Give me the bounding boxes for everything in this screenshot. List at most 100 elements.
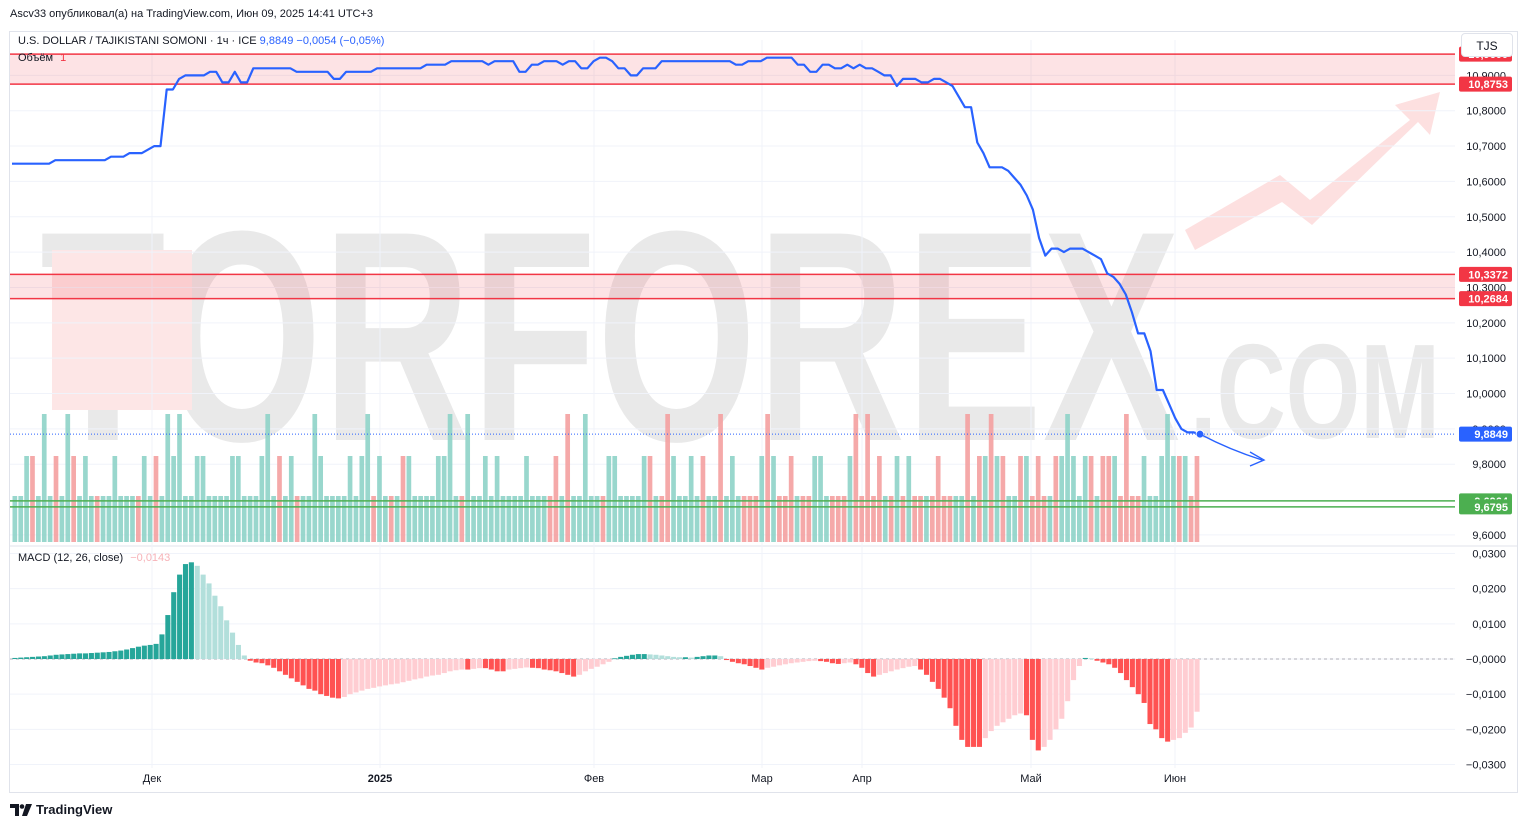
macd-bar <box>894 659 900 670</box>
macd-bar <box>171 592 177 659</box>
chart-frame[interactable] <box>9 31 1518 793</box>
macd-bar <box>1082 657 1088 659</box>
macd-bar <box>206 583 212 659</box>
macd-bar <box>277 659 283 672</box>
volume-bar <box>524 456 529 542</box>
volume-bar <box>1071 456 1076 542</box>
macd-bar <box>1159 659 1165 739</box>
volume-bar <box>247 496 253 542</box>
macd-bar <box>230 632 236 659</box>
symbol-legend[interactable]: U.S. DOLLAR / TAJIKISTANI SOMONI · 1ч · … <box>18 35 384 47</box>
macd-bar <box>641 654 647 659</box>
macd-bar <box>582 659 588 672</box>
volume-legend[interactable]: Объём 1 <box>18 52 66 64</box>
volume-bar <box>847 456 853 542</box>
volume-bar <box>794 496 800 542</box>
volume-bar <box>671 456 676 542</box>
volume-bar <box>630 496 635 542</box>
macd-bar <box>959 659 965 740</box>
macd-bar <box>312 659 318 691</box>
macd-bar <box>865 659 871 674</box>
volume-bars <box>12 414 1200 542</box>
volume-bar <box>300 496 306 542</box>
macd-bar <box>35 656 42 659</box>
volume-bar <box>400 456 406 542</box>
volume-bar <box>1135 496 1141 542</box>
last-price: 9,8849 <box>259 35 294 47</box>
volume-bar <box>394 496 400 542</box>
macd-bar <box>1129 659 1135 688</box>
macd-bar <box>912 659 918 667</box>
level-price-badge <box>1459 266 1512 282</box>
volume-bar <box>465 414 471 542</box>
macd-bar <box>247 659 253 661</box>
volume-bar <box>706 496 712 542</box>
macd-bar <box>835 659 841 664</box>
volume-bar <box>506 496 512 542</box>
time-tick-label: Июн <box>1164 773 1186 785</box>
macd-bar <box>818 659 824 662</box>
macd-bar <box>559 659 565 674</box>
volume-bar <box>1088 456 1094 542</box>
macd-legend[interactable]: MACD (12, 26, close) −0,0143 <box>18 552 170 564</box>
macd-bar <box>1188 659 1194 728</box>
macd-bar <box>1182 659 1188 733</box>
volume-bar <box>1047 496 1053 542</box>
macd-bar <box>506 659 512 670</box>
volume-bar <box>624 496 629 542</box>
volume-bar <box>218 496 224 542</box>
macd-bar <box>682 657 688 659</box>
volume-bar <box>371 496 376 542</box>
volume-bar <box>959 496 965 542</box>
macd-bar <box>700 656 706 659</box>
tradingview-logo[interactable]: TradingView <box>10 802 112 817</box>
volume-bar <box>18 496 24 542</box>
macd-bar <box>424 659 430 677</box>
macd-bar <box>265 659 271 666</box>
macd-bar <box>1194 659 1200 712</box>
macd-bar <box>635 654 641 659</box>
time-axis[interactable]: Дек 2025 Фев Мар Апр Май Июн <box>143 773 1186 785</box>
macd-bar <box>724 659 730 661</box>
macd-bar <box>394 659 400 684</box>
macd-bar <box>441 659 447 674</box>
currency-button[interactable]: TJS <box>1461 33 1513 57</box>
volume-bar <box>347 456 353 542</box>
macd-bar <box>988 659 994 732</box>
macd-bar <box>765 659 771 668</box>
macd-bar <box>706 655 712 659</box>
volume-bar <box>677 496 682 542</box>
macd-bar <box>859 659 865 668</box>
volume-bar <box>977 456 982 542</box>
macd-tick-label: −0,0100 <box>1466 689 1506 701</box>
volume-bar <box>1053 456 1059 542</box>
price-axis[interactable]: 10,900010,800010,700010,600010,500010,40… <box>1459 46 1512 772</box>
volume-bar <box>635 496 641 542</box>
macd-tick-label: −0,0200 <box>1466 724 1506 736</box>
macd-bar <box>788 659 794 664</box>
macd-tick-label: −0,0300 <box>1466 759 1506 771</box>
volume-bar <box>553 456 559 542</box>
volume-bar <box>835 496 841 542</box>
volume-bar <box>353 496 359 542</box>
price-tick-label: 9,6000 <box>1472 530 1506 542</box>
macd-bar <box>371 659 377 688</box>
volume-bar <box>547 496 553 542</box>
volume-bar <box>365 414 371 542</box>
volume-bar <box>165 414 171 542</box>
macd-bar <box>106 651 112 659</box>
macd-bar <box>512 659 518 669</box>
macd-bar <box>306 659 312 689</box>
volume-bar <box>771 456 776 542</box>
volume-bar <box>618 496 623 542</box>
volume-bar <box>83 456 88 542</box>
macd-bar <box>771 659 777 667</box>
volume-bar <box>541 496 547 542</box>
macd-bar <box>41 656 47 659</box>
tradingview-logo-text: TradingView <box>36 802 113 817</box>
volume-bar <box>277 456 282 542</box>
volume-bar <box>94 496 100 542</box>
macd-bar <box>71 653 77 659</box>
macd-bar <box>65 654 71 659</box>
